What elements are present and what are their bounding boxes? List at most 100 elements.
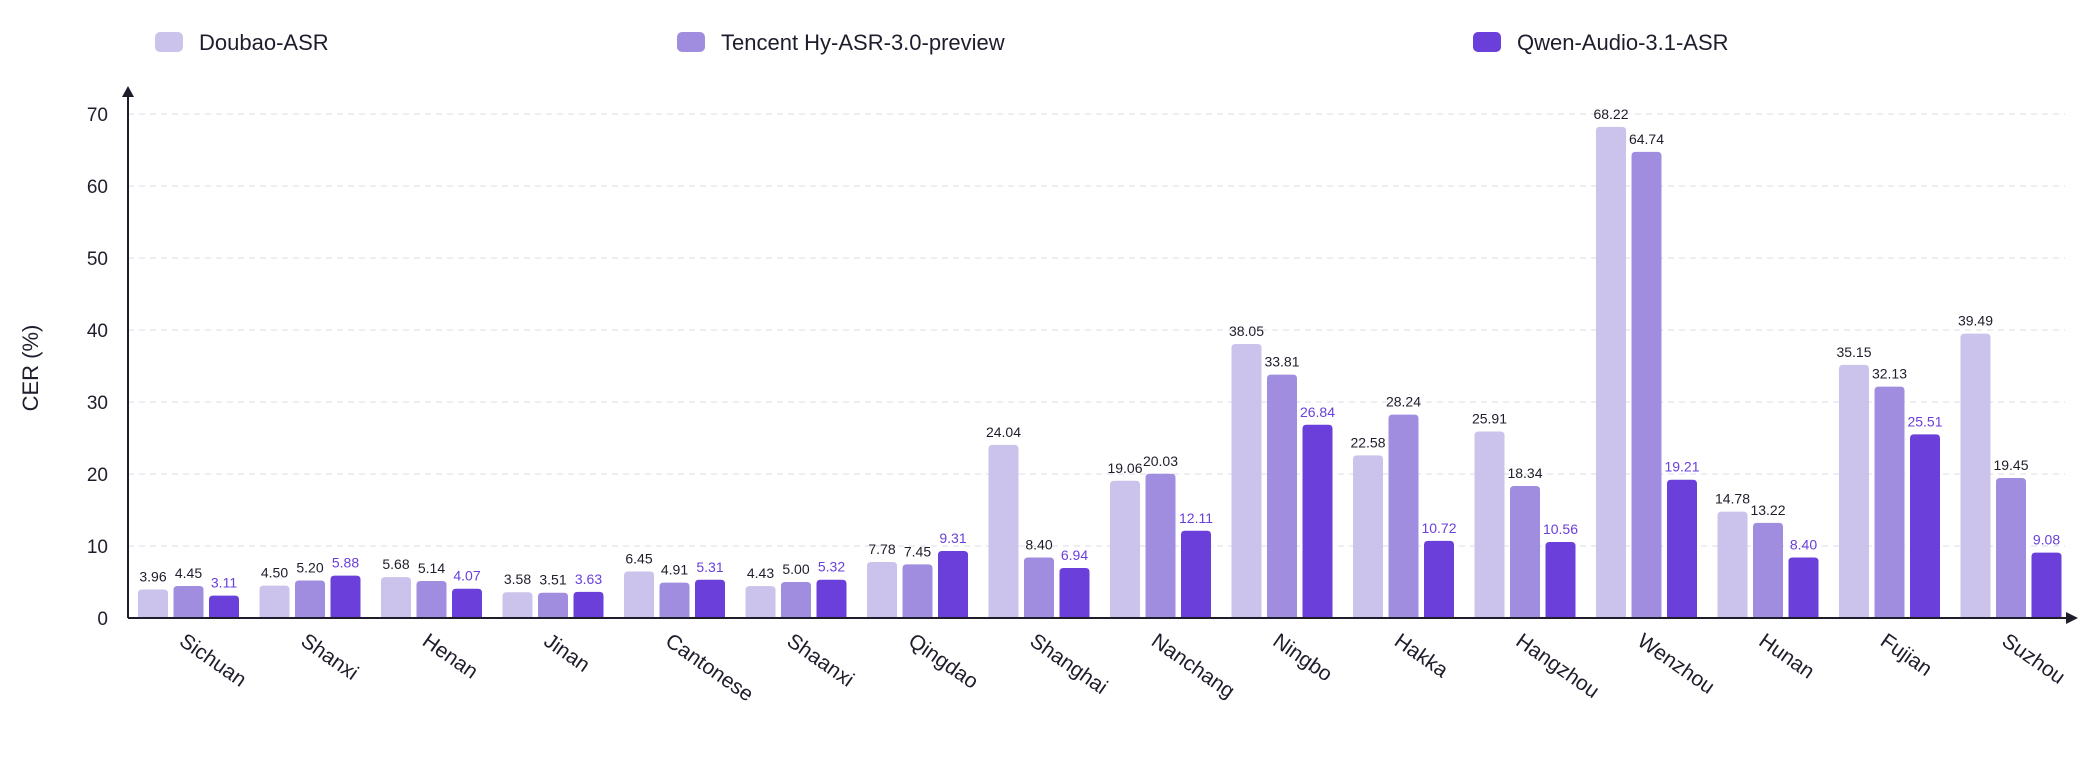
data-label-fujian-qwen-audio-3-1-asr: 25.51 — [1907, 413, 1942, 429]
y-tick-50: 50 — [87, 249, 108, 270]
data-label-jinan-doubao-asr: 3.58 — [504, 571, 531, 587]
data-label-shanghai-qwen-audio-3-1-asr: 6.94 — [1061, 547, 1088, 563]
axes — [122, 86, 2078, 624]
data-label-suzhou-qwen-audio-3-1-asr: 9.08 — [2033, 532, 2060, 548]
data-label-hangzhou-tencent-hy-asr-3-0-preview: 18.34 — [1507, 465, 1542, 481]
bar-wenzhou-doubao-asr — [1596, 126, 1626, 618]
data-label-wenzhou-doubao-asr: 68.22 — [1593, 106, 1628, 122]
legend: Doubao-ASR Tencent Hy-ASR-3.0-preview Qwen… — [155, 30, 1729, 55]
y-tick-20: 20 — [87, 465, 108, 486]
legend-label-qwen-audio-3-1-asr: Qwen-Audio-3.1-ASR — [1517, 30, 1729, 55]
data-label-hunan-doubao-asr: 14.78 — [1715, 491, 1750, 507]
y-tick-40: 40 — [87, 321, 108, 342]
bar-jinan-tencent-hy-asr-3-0-preview — [538, 592, 568, 618]
y-tick-30: 30 — [87, 393, 108, 414]
data-label-hakka-doubao-asr: 22.58 — [1350, 434, 1385, 450]
x-tick-henan: Henan — [418, 629, 482, 683]
bar-cantonese-doubao-asr — [624, 571, 654, 618]
bar-wenzhou-tencent-hy-asr-3-0-preview — [1631, 151, 1662, 618]
x-tick-hakka: Hakka — [1390, 629, 1452, 682]
bar-shanghai-doubao-asr — [988, 444, 1019, 618]
bar-henan-qwen-audio-3-1-asr — [452, 588, 482, 618]
data-label-shaanxi-doubao-asr: 4.43 — [747, 565, 774, 581]
bar-shaanxi-doubao-asr — [745, 586, 776, 618]
bar-hangzhou-tencent-hy-asr-3-0-preview — [1510, 485, 1540, 618]
x-tick-shanghai: Shanghai — [1026, 629, 1112, 699]
x-tick-nanchang: Nanchang — [1147, 629, 1239, 703]
bar-ningbo-qwen-audio-3-1-asr — [1302, 424, 1333, 618]
bar-suzhou-tencent-hy-asr-3-0-preview — [1996, 477, 2026, 618]
bar-cantonese-tencent-hy-asr-3-0-preview — [659, 582, 690, 618]
bar-fujian-qwen-audio-3-1-asr — [1910, 434, 1940, 618]
bar-shanxi-doubao-asr — [259, 585, 290, 618]
data-label-sichuan-tencent-hy-asr-3-0-preview: 4.45 — [175, 565, 202, 581]
data-label-jinan-qwen-audio-3-1-asr: 3.63 — [575, 571, 602, 587]
data-label-fujian-tencent-hy-asr-3-0-preview: 32.13 — [1872, 366, 1907, 382]
x-tick-jinan: Jinan — [540, 629, 594, 677]
bar-jinan-qwen-audio-3-1-asr — [573, 591, 604, 618]
y-tick-70: 70 — [87, 105, 108, 126]
bar-fujian-tencent-hy-asr-3-0-preview — [1874, 386, 1905, 618]
data-labels: 3.96 4.45 3.11 4.50 5.20 5.88 5.68 5.14 4.07 3.58… — [139, 106, 2060, 591]
data-label-hangzhou-qwen-audio-3-1-asr: 10.56 — [1543, 521, 1578, 537]
bar-henan-tencent-hy-asr-3-0-preview — [416, 580, 447, 618]
legend-swatch-qwen-audio-3-1-asr — [1473, 32, 1501, 52]
bar-shaanxi-qwen-audio-3-1-asr — [816, 579, 847, 618]
bar-ningbo-tencent-hy-asr-3-0-preview — [1267, 374, 1297, 618]
legend-label-doubao-asr: Doubao-ASR — [199, 30, 329, 55]
data-label-sichuan-doubao-asr: 3.96 — [139, 568, 166, 584]
bar-qingdao-qwen-audio-3-1-asr — [938, 550, 968, 618]
data-label-shanghai-doubao-asr: 24.04 — [986, 424, 1021, 440]
bar-sichuan-doubao-asr — [138, 589, 168, 618]
data-label-henan-tencent-hy-asr-3-0-preview: 5.14 — [418, 560, 445, 576]
data-label-shanxi-tencent-hy-asr-3-0-preview: 5.20 — [296, 560, 323, 576]
bar-nanchang-qwen-audio-3-1-asr — [1181, 530, 1211, 618]
legend-swatch-doubao-asr — [155, 32, 183, 52]
data-label-sichuan-qwen-audio-3-1-asr: 3.11 — [211, 575, 237, 591]
data-label-qingdao-tencent-hy-asr-3-0-preview: 7.45 — [904, 543, 931, 559]
x-tick-cantonese: Cantonese — [661, 629, 757, 706]
bar-hunan-doubao-asr — [1717, 511, 1748, 618]
y-axis-arrow — [122, 86, 134, 97]
data-label-hakka-tencent-hy-asr-3-0-preview: 28.24 — [1386, 394, 1421, 410]
data-label-wenzhou-tencent-hy-asr-3-0-preview: 64.74 — [1629, 131, 1664, 147]
data-label-qingdao-qwen-audio-3-1-asr: 9.31 — [939, 530, 966, 546]
data-label-nanchang-tencent-hy-asr-3-0-preview: 20.03 — [1143, 453, 1178, 469]
bar-qingdao-doubao-asr — [867, 561, 897, 618]
data-label-jinan-tencent-hy-asr-3-0-preview: 3.51 — [539, 572, 566, 588]
bar-qingdao-tencent-hy-asr-3-0-preview — [902, 564, 933, 618]
bar-suzhou-qwen-audio-3-1-asr — [2031, 552, 2062, 618]
x-tick-suzhou: Suzhou — [1998, 629, 2070, 689]
bar-shanxi-qwen-audio-3-1-asr — [330, 575, 361, 618]
x-axis-arrow — [2066, 612, 2078, 624]
data-label-qingdao-doubao-asr: 7.78 — [868, 541, 895, 557]
bar-ningbo-doubao-asr — [1231, 344, 1262, 618]
y-tick-labels: 0 10 20 30 40 50 60 70 — [87, 105, 108, 630]
bar-sichuan-tencent-hy-asr-3-0-preview — [173, 585, 204, 618]
data-label-nanchang-doubao-asr: 19.06 — [1107, 460, 1142, 476]
x-tick-sichuan: Sichuan — [175, 629, 250, 691]
bar-shanghai-qwen-audio-3-1-asr — [1059, 568, 1090, 618]
y-tick-10: 10 — [87, 537, 108, 558]
data-label-suzhou-doubao-asr: 39.49 — [1958, 313, 1993, 329]
data-label-shanxi-doubao-asr: 4.50 — [261, 565, 288, 581]
bar-shanxi-tencent-hy-asr-3-0-preview — [295, 580, 325, 618]
x-tick-ningbo: Ningbo — [1269, 629, 1337, 686]
data-label-ningbo-tencent-hy-asr-3-0-preview: 33.81 — [1264, 354, 1299, 370]
bar-wenzhou-qwen-audio-3-1-asr — [1667, 479, 1697, 618]
data-label-shaanxi-tencent-hy-asr-3-0-preview: 5.00 — [782, 561, 809, 577]
bar-hunan-tencent-hy-asr-3-0-preview — [1753, 522, 1783, 618]
y-tick-0: 0 — [97, 609, 108, 630]
data-label-shanxi-qwen-audio-3-1-asr: 5.88 — [332, 555, 359, 571]
bar-nanchang-tencent-hy-asr-3-0-preview — [1145, 473, 1176, 618]
x-tick-wenzhou: Wenzhou — [1633, 629, 1719, 699]
data-label-cantonese-qwen-audio-3-1-asr: 5.31 — [696, 559, 723, 575]
bar-fujian-doubao-asr — [1839, 364, 1869, 618]
bar-hangzhou-doubao-asr — [1474, 431, 1505, 618]
data-label-hakka-qwen-audio-3-1-asr: 10.72 — [1421, 520, 1456, 536]
data-label-cantonese-tencent-hy-asr-3-0-preview: 4.91 — [661, 562, 688, 578]
bar-henan-doubao-asr — [381, 577, 411, 618]
data-label-hangzhou-doubao-asr: 25.91 — [1472, 410, 1507, 426]
x-tick-hunan: Hunan — [1755, 629, 1819, 683]
